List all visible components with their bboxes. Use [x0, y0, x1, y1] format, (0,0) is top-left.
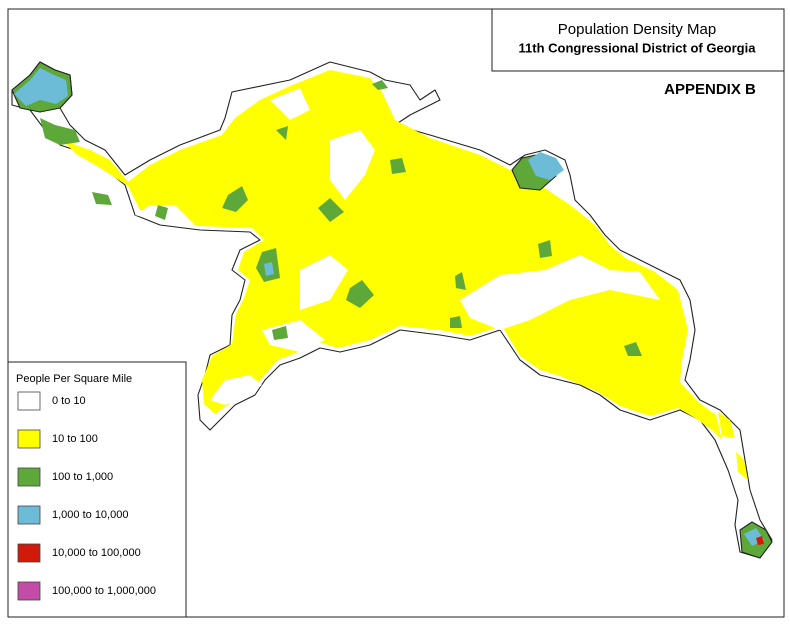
legend-label: 10 to 100	[52, 433, 98, 445]
density-area	[372, 80, 388, 90]
density-area	[92, 192, 112, 205]
density-area	[756, 536, 764, 545]
density-area	[62, 70, 722, 440]
density-area	[718, 412, 735, 438]
density-area	[300, 255, 348, 310]
density-area	[222, 186, 248, 212]
appendix-label: APPENDIX B	[664, 81, 756, 98]
legend-label: 1,000 to 10,000	[52, 509, 128, 521]
legend-swatch	[17, 543, 41, 563]
legend-swatch	[17, 391, 41, 411]
legend-title: People Per Square Mile	[16, 373, 132, 385]
density-area	[455, 272, 466, 290]
density-area	[14, 68, 68, 106]
legend-label: 100,000 to 1,000,000	[52, 585, 156, 597]
legend-swatch	[17, 581, 41, 601]
title-frame	[491, 8, 785, 72]
density-area	[390, 158, 406, 174]
legend-swatch	[17, 467, 41, 487]
map-title: Population Density Map	[558, 21, 716, 38]
density-area	[450, 316, 462, 328]
density-area	[346, 280, 374, 308]
legend-swatch	[17, 505, 41, 525]
density-area	[330, 130, 375, 200]
density-area	[538, 240, 552, 258]
density-area	[528, 152, 564, 180]
density-area	[624, 342, 642, 356]
density-area	[262, 320, 325, 352]
legend-label: 10,000 to 100,000	[52, 547, 141, 559]
density-area	[276, 126, 288, 140]
map-subtitle: 11th Congressional District of Georgia	[519, 40, 757, 55]
density-area	[155, 205, 168, 220]
density-area	[40, 118, 80, 145]
legend-label: 100 to 1,000	[52, 471, 113, 483]
density-area	[264, 262, 274, 276]
title-box: Population Density Map 11th Congressiona…	[491, 8, 785, 72]
density-area	[272, 326, 288, 340]
legend-label: 0 to 10	[52, 395, 86, 407]
district-map	[11, 61, 773, 559]
density-area	[210, 375, 262, 405]
density-area	[460, 255, 660, 330]
legend-swatch	[17, 429, 41, 449]
density-area	[318, 198, 344, 222]
density-area	[736, 452, 748, 480]
density-area	[270, 88, 310, 120]
legend: People Per Square Mile 0 to 10 10 to 100 1…	[7, 361, 187, 618]
